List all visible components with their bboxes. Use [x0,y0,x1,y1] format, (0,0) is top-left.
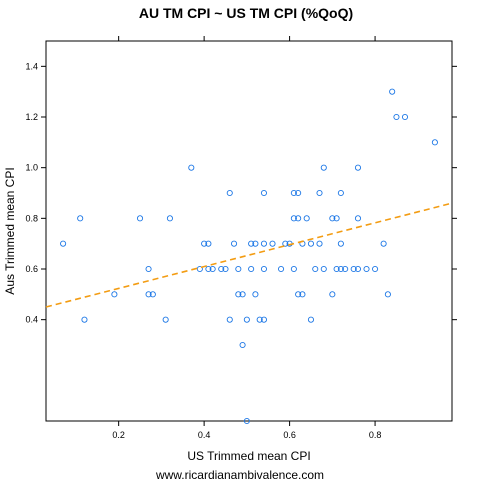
data-point [239,291,246,298]
data-point [111,291,118,298]
data-point [354,164,362,171]
y-tick-label: 0.8 [25,213,38,223]
data-point [316,240,323,247]
data-point [316,189,323,197]
data-point [252,240,259,247]
data-point [290,189,297,197]
data-point [222,265,229,273]
y-tick-label: 0.6 [25,264,38,274]
data-point [166,215,173,222]
data-point [60,240,67,247]
data-point [188,164,195,171]
y-tick-label: 1.2 [25,112,38,122]
data-point [248,265,255,273]
x-tick-label: 0.6 [283,430,296,440]
y-tick-label: 1.4 [25,61,38,71]
y-tick-label: 0.4 [25,315,38,325]
footer-url: www.ricardianambivalence.com [155,468,324,480]
data-point [337,265,344,273]
data-point [389,88,396,95]
data-point [201,240,208,247]
data-point [431,139,438,146]
data-point [218,265,225,273]
data-point [333,265,340,273]
data-point [205,265,212,273]
data-point [384,291,391,298]
chart-title: AU TM CPI ~ US TM CPI (%QoQ) [139,5,353,21]
data-point [256,316,263,323]
data-point [380,240,387,247]
data-point [320,265,327,273]
data-point [235,265,242,273]
axis-ticks: 0.2 0.4 0.6 0.8 0.4 0.6 0.8 1.0 1.2 1.4 [25,36,457,440]
data-point [401,113,409,121]
data-point [278,265,285,273]
data-point [295,291,302,298]
data-point [333,215,340,222]
data-point [77,215,84,222]
data-points [60,88,438,425]
data-point [269,240,276,247]
data-point [162,316,169,323]
data-point [290,215,297,222]
data-point [226,189,233,197]
data-point [307,316,315,323]
data-point [260,316,268,323]
data-point [282,240,289,247]
data-point [393,113,400,121]
data-point [243,316,250,323]
data-point [354,265,362,273]
data-point [252,291,259,298]
data-point [307,240,315,247]
data-point [320,164,327,171]
data-point [372,265,379,273]
data-point [239,341,246,349]
plot-frame [45,40,453,422]
data-point [337,189,344,197]
data-point [303,215,310,222]
data-point [243,417,250,425]
data-point [350,265,357,273]
data-point [226,316,233,323]
data-point [363,265,370,273]
x-tick-label: 0.8 [369,430,382,440]
data-point [290,265,297,273]
data-point [149,291,156,298]
x-tick-label: 0.2 [112,430,125,440]
data-point [145,265,152,273]
data-point [329,291,336,298]
data-point [342,265,349,273]
data-point [145,291,152,298]
data-point [299,291,306,298]
x-tick-label: 0.4 [198,430,211,440]
data-point [230,240,238,247]
data-point [312,265,319,273]
data-point [354,215,362,222]
x-axis-label: US Trimmed mean CPI [187,449,310,463]
data-point [260,265,268,273]
data-point [248,240,255,247]
data-point [209,265,216,273]
data-point [260,189,268,197]
data-point [81,316,88,323]
data-point [260,240,268,247]
data-point [329,215,336,222]
y-axis-label: Aus Trimmed mean CPI [3,167,17,294]
data-point [136,215,144,222]
data-point [295,189,302,197]
data-point [295,215,302,222]
data-point [337,240,344,247]
data-point [205,240,212,247]
data-point [235,291,242,298]
trend-line [45,202,453,308]
y-tick-label: 1.0 [25,163,38,173]
